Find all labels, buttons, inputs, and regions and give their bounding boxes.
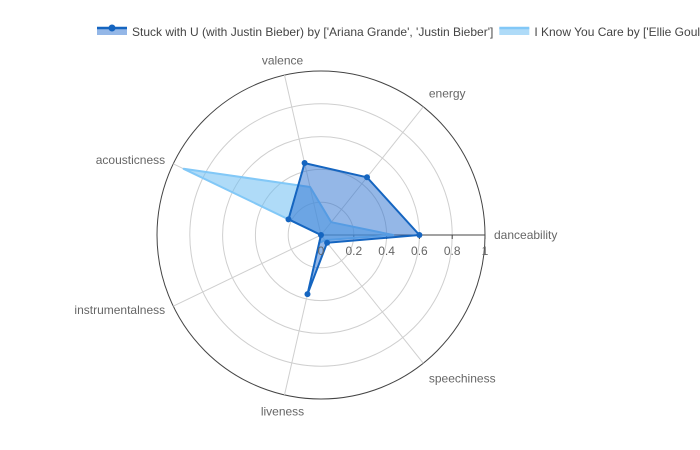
data-point-speechiness[interactable] [324,239,331,246]
axis-label-speechiness: speechiness [429,371,496,385]
axis-label-acousticness: acousticness [96,153,165,167]
axis-label-danceability: danceability [494,228,557,242]
axis-label-valence: valence [262,53,304,67]
radial-tick-label: 0.2 [345,244,362,258]
axis-label-liveness: liveness [261,405,304,419]
data-point-valence[interactable] [301,160,308,167]
data-point-instrumentalness[interactable] [318,232,324,238]
radial-tick-label: 0.6 [411,244,428,258]
axis-label-energy: energy [429,87,466,101]
legend-item-series-2[interactable]: I Know You Care by ['Ellie Goulding'] [499,25,700,39]
axis-spoke [320,234,424,364]
radial-tick-label: 0.4 [378,244,395,258]
axis-labels: 0 0.2 0.4 0.6 0.8 1 danceability energy valence a… [74,53,557,418]
radar-traces [182,160,423,298]
data-point-energy[interactable] [364,174,371,181]
legend-marker [108,24,116,32]
axis-spoke [173,234,322,307]
radial-tick-label: 0 [318,244,325,258]
legend-label: Stuck with U (with Justin Bieber) by ['A… [132,25,493,39]
radial-tick-label: 1 [482,244,489,258]
data-point-danceability[interactable] [416,232,423,238]
radar-area-series-1[interactable] [287,162,421,296]
legend[interactable]: Stuck with U (with Justin Bieber) by ['A… [97,24,700,40]
data-point-liveness[interactable] [304,291,311,298]
legend-label: I Know You Care by ['Ellie Goulding'] [534,25,700,39]
radial-tick-label: 0.8 [444,244,461,258]
axis-label-instrumentalness: instrumentalness [74,303,165,317]
legend-item-series-1[interactable]: Stuck with U (with Justin Bieber) by ['A… [97,24,493,40]
data-point-acousticness[interactable] [285,216,292,223]
legend-swatch [499,28,530,35]
